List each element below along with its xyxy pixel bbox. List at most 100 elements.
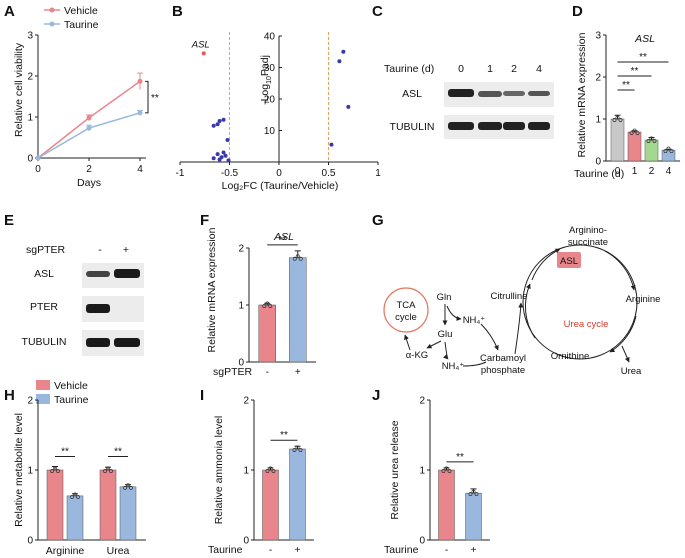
replicate-dot xyxy=(271,469,276,473)
highlighted-point xyxy=(201,51,206,56)
replicate-dot xyxy=(629,131,634,135)
blot-row-label-asl: ASL xyxy=(34,268,54,280)
replicate-dot xyxy=(298,448,303,452)
panel-b-label: B xyxy=(172,3,183,20)
panel-g: G ASL Arginino- succinate Arginine Citru… xyxy=(372,212,660,377)
lane-label: 2 xyxy=(511,63,517,75)
data-point xyxy=(221,150,226,155)
significance-label: ** xyxy=(639,52,647,63)
y-tick-label: 10 xyxy=(264,126,276,137)
data-point xyxy=(221,117,226,122)
panel-h-label: H xyxy=(4,387,15,404)
panel-j: J 0 1 2 - + ** Relative urea release Taurine xyxy=(372,387,490,556)
blot-band xyxy=(528,122,550,130)
legend-taurine-marker xyxy=(49,21,55,27)
y-tick-label: 1 xyxy=(595,115,601,126)
y-tick-label: 2 xyxy=(238,244,244,255)
bar xyxy=(465,492,482,541)
blot-band xyxy=(86,304,110,313)
y-tick-label: 0 xyxy=(27,536,33,547)
data-point xyxy=(211,123,216,128)
arrow xyxy=(604,250,636,291)
panel-j-ylabel: Relative urea release xyxy=(389,420,401,519)
arrow xyxy=(446,305,462,321)
x-tick-label: 4 xyxy=(666,166,672,177)
x-tick-label: 0 xyxy=(615,166,621,177)
x-tick-label: - xyxy=(269,545,272,556)
legend-vehicle-label: Vehicle xyxy=(54,380,88,392)
blot-band xyxy=(86,271,110,277)
replicate-dot xyxy=(447,469,452,473)
bar xyxy=(438,469,455,541)
data-point xyxy=(329,142,334,147)
arrow xyxy=(524,283,536,339)
y-tick-label: 20 xyxy=(264,95,276,106)
arrow xyxy=(443,341,449,360)
x-tick-label: - xyxy=(445,545,448,556)
x-tick-label: 0 xyxy=(35,164,41,175)
panel-f-title: ASL xyxy=(273,231,294,243)
panel-i-ylabel: Relative ammonia level xyxy=(213,416,225,525)
panel-b-ylabel-rest: Padj xyxy=(259,55,271,76)
panel-h-ylabel: Relative metabolite level xyxy=(13,413,25,527)
y-tick-label: 2 xyxy=(419,396,425,407)
replicate-dot xyxy=(295,445,300,450)
bar xyxy=(289,448,306,541)
panel-f: F ASL 0 1 2 - + ** Relative mRNA expression s… xyxy=(200,212,316,378)
panel-b-ylabel-main: -Log xyxy=(259,84,271,105)
replicate-dot xyxy=(76,494,80,499)
legend-vehicle-label: Vehicle xyxy=(64,5,98,17)
x-tick-label: + xyxy=(471,545,477,556)
data-point xyxy=(86,115,92,121)
blot-band xyxy=(114,338,140,347)
bar xyxy=(627,131,642,162)
panel-i-xlabel: Taurine xyxy=(208,544,243,556)
replicate-dot xyxy=(292,448,297,452)
data-point xyxy=(217,119,222,124)
panel-c-header: Taurine (d) xyxy=(384,63,434,75)
urea-label: Urea xyxy=(621,366,642,377)
replicate-dot xyxy=(615,115,620,120)
replicate-dot xyxy=(126,483,130,488)
blot-tubulin xyxy=(444,115,554,139)
significance-label: ** xyxy=(280,430,288,441)
lane-label: + xyxy=(123,244,129,256)
blot-row-label-tubulin: TUBULIN xyxy=(390,121,435,133)
data-point xyxy=(215,152,220,157)
legend-taurine-label: Taurine xyxy=(64,19,99,31)
significance-label: ** xyxy=(631,66,639,77)
significance-label: ** xyxy=(61,447,69,458)
panel-j-plot: 0 1 2 - + ** xyxy=(419,396,490,556)
replicate-dot xyxy=(663,149,668,154)
tca-cycle-ring xyxy=(383,287,429,333)
replicate-dot xyxy=(618,118,623,122)
replicate-dot xyxy=(646,139,651,143)
blot-row-label-asl: ASL xyxy=(402,88,422,100)
panel-f-xlabel: sgPTER xyxy=(213,366,253,378)
urea-cycle-label: Urea cycle xyxy=(564,319,609,330)
argininosuccinate-label: succinate xyxy=(568,237,608,248)
data-point xyxy=(225,137,230,142)
arrow xyxy=(621,345,630,363)
replicate-dot xyxy=(70,494,74,499)
panel-g-label: G xyxy=(372,212,384,229)
x-tick-label: + xyxy=(295,367,301,378)
gln-label: Gln xyxy=(437,292,452,303)
replicate-dot xyxy=(103,469,107,473)
replicate-dot xyxy=(262,304,267,308)
y-tick-label: 2 xyxy=(243,396,249,407)
bar xyxy=(46,469,64,541)
replicate-dot xyxy=(129,485,133,490)
lane-label: 4 xyxy=(536,63,542,75)
y-tick-label: 3 xyxy=(27,31,33,42)
replicate-dot xyxy=(649,136,654,141)
replicate-dot xyxy=(471,489,476,494)
panel-c-label: C xyxy=(372,3,383,20)
glu-label: Glu xyxy=(438,329,453,340)
replicate-dot xyxy=(109,469,113,473)
panel-e-label: E xyxy=(4,212,14,229)
replicate-dot xyxy=(441,469,446,473)
